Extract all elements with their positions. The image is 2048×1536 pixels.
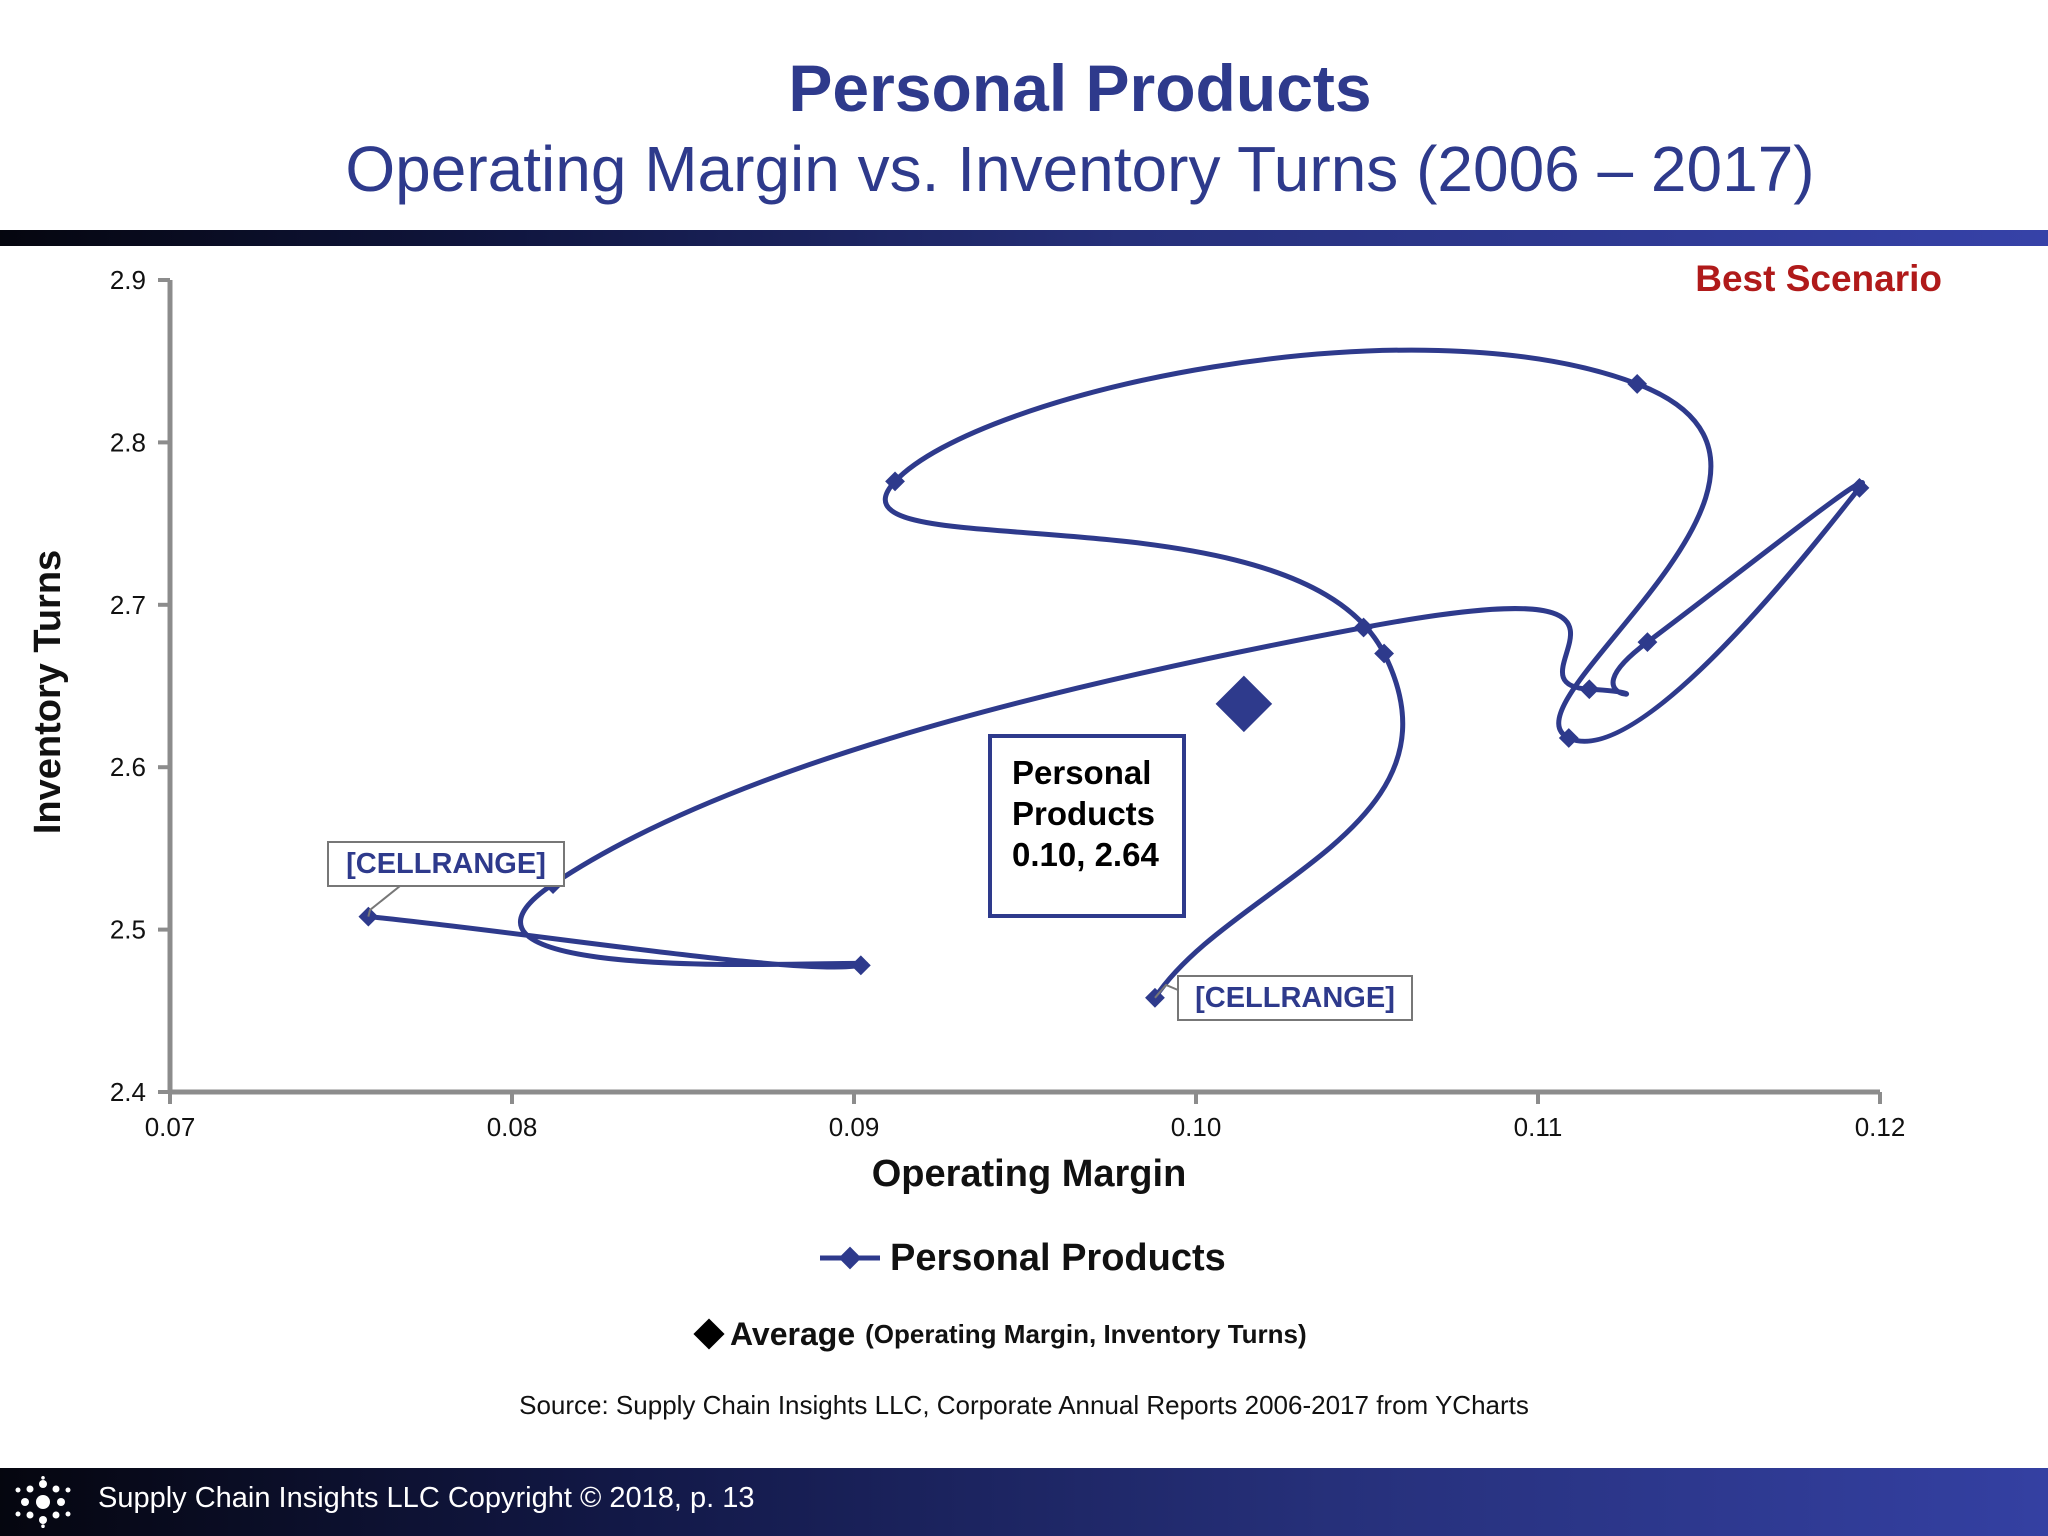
data-point xyxy=(1849,477,1870,498)
company-logo-icon xyxy=(15,1476,71,1528)
legend-series-label: Personal Products xyxy=(890,1236,1226,1279)
data-label: [CELLRANGE] xyxy=(327,841,565,917)
data-label-box xyxy=(327,841,565,887)
best-scenario-label: Best Scenario xyxy=(1695,258,1942,299)
x-tick-label: 0.10 xyxy=(1171,1112,1222,1142)
data-point xyxy=(1353,617,1374,638)
data-point xyxy=(885,471,905,492)
data-point xyxy=(1627,374,1648,394)
data-point xyxy=(850,955,871,976)
source-note: Source: Supply Chain Insights LLC, Corpo… xyxy=(519,1390,1529,1420)
legend-series: Personal Products xyxy=(818,1234,1226,1282)
series-line-personal-products xyxy=(368,347,1865,1000)
callout-line-3: 0.10, 2.64 xyxy=(1012,836,1159,873)
y-tick-label: 2.5 xyxy=(110,915,146,945)
data-label-leader xyxy=(367,885,401,917)
y-axis-title: Inventory Turns xyxy=(27,550,69,834)
x-tick-label: 0.11 xyxy=(1514,1112,1563,1142)
diamond-icon xyxy=(693,1318,725,1350)
data-label-text: [CELLRANGE] xyxy=(346,848,546,880)
footer-copyright: Supply Chain Insights LLC Copyright © 20… xyxy=(98,1482,755,1514)
data-point xyxy=(1579,679,1600,700)
callout-line-2: Products xyxy=(1012,795,1156,832)
average-callout: Personal Products 0.10, 2.64 xyxy=(988,734,1186,918)
data-label: [CELLRANGE] xyxy=(1154,975,1413,1021)
chart-subtitle: Operating Margin vs. Inventory Turns (20… xyxy=(345,133,1815,205)
data-label-text: [CELLRANGE] xyxy=(1195,982,1395,1014)
data-point xyxy=(1558,728,1579,748)
legend-average-label: Average xyxy=(730,1315,856,1352)
y-tick-label: 2.6 xyxy=(110,752,146,782)
y-tick-label: 2.7 xyxy=(110,590,146,620)
x-tick-label: 0.09 xyxy=(829,1112,880,1142)
data-label-leader xyxy=(1154,983,1179,999)
chart-title: Personal Products xyxy=(788,51,1372,125)
legend-average: Average (Operating Margin, Inventory Tur… xyxy=(693,1314,1307,1354)
y-tick-label: 2.8 xyxy=(110,427,146,457)
x-tick-label: 0.07 xyxy=(145,1112,196,1142)
x-axis-title: Operating Margin xyxy=(872,1153,1187,1195)
data-point xyxy=(1374,643,1394,664)
legend-average-sublabel: (Operating Margin, Inventory Turns) xyxy=(865,1318,1307,1349)
y-tick-label: 2.9 xyxy=(110,265,146,295)
footer-bar: Supply Chain Insights LLC Copyright © 20… xyxy=(0,1468,2048,1536)
x-tick-label: 0.08 xyxy=(487,1112,538,1142)
data-label-box xyxy=(1177,975,1413,1021)
average-point xyxy=(1215,675,1273,733)
x-tick-label: 0.12 xyxy=(1855,1112,1906,1142)
title-divider-bar xyxy=(0,230,2048,246)
legend-series-marker-icon xyxy=(820,1246,880,1270)
callout-line-1: Personal xyxy=(1012,754,1152,791)
y-tick-label: 2.4 xyxy=(110,1077,146,1107)
data-point xyxy=(1637,632,1658,653)
